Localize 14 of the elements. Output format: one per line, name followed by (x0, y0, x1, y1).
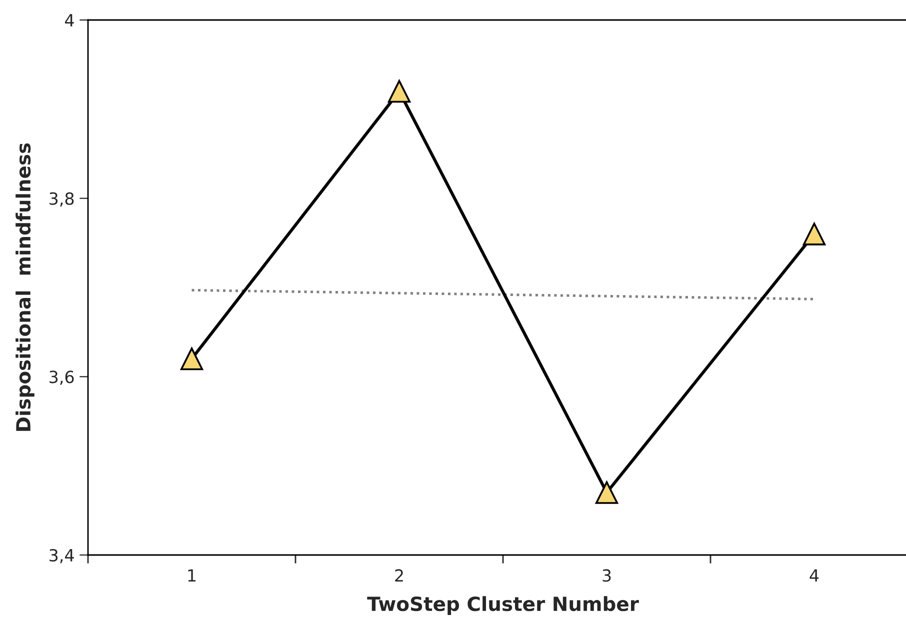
point (388, 80, 411, 103)
point (595, 481, 618, 504)
point (802, 222, 826, 246)
x-tick-label: 3 (602, 569, 611, 582)
x-tick-label: 2 (395, 569, 403, 582)
y-tick-label: 3,4 (50, 548, 74, 564)
y-tick-label: 4 (65, 14, 74, 26)
x-tick-label: 1 (188, 569, 196, 582)
x-tick-label: 4 (810, 569, 819, 582)
x-axis-title: TwoStep Cluster Number (367, 596, 639, 615)
y-axis-title: Dispositional mindfulness (16, 143, 34, 431)
y-tick-label: 3,6 (50, 370, 74, 385)
y-tick-label: 3,8 (50, 192, 74, 207)
point (180, 348, 204, 370)
